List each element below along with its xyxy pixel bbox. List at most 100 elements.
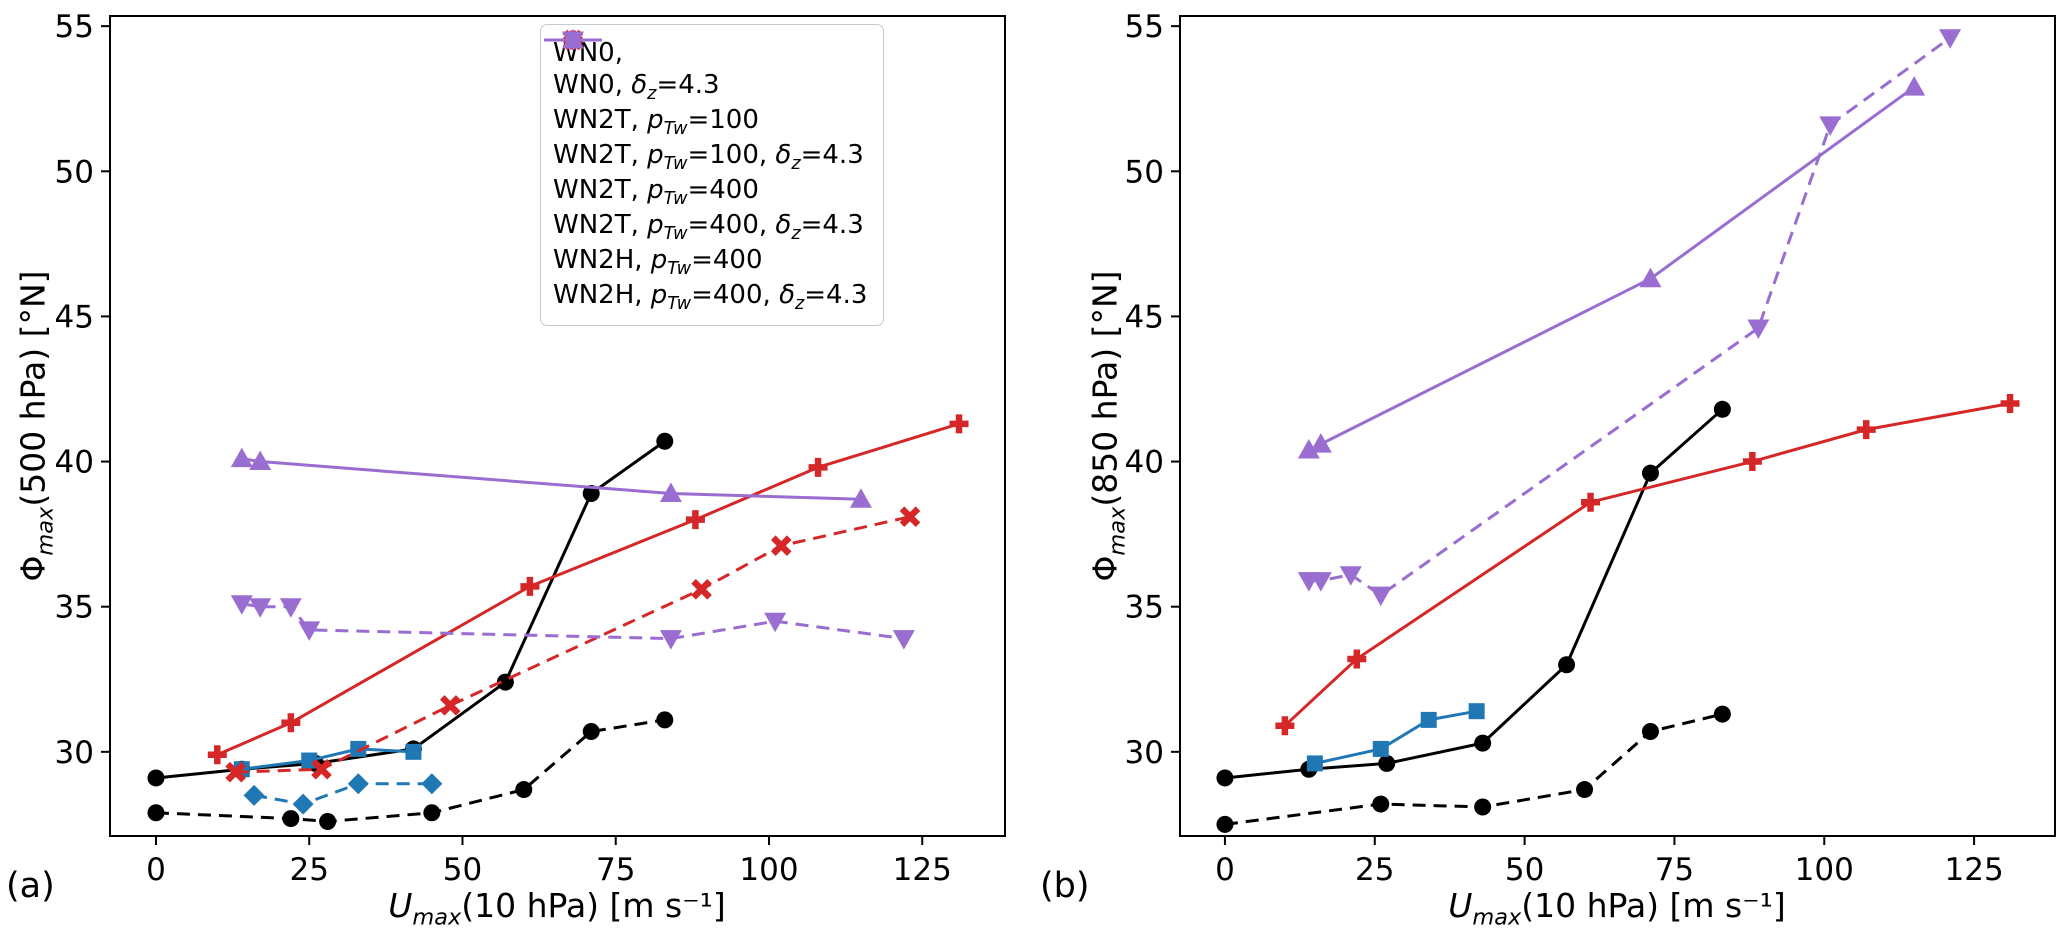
marker-circle (1641, 464, 1659, 482)
marker-circle (1641, 723, 1659, 741)
legend-label: WN2T, pTw=400 (553, 175, 759, 210)
y-tick-label: 40 (55, 445, 94, 481)
y-tick-label: 35 (1125, 590, 1164, 626)
series-line-wn2h400_dashed (241, 602, 905, 641)
legend-item: WN2T, pTw=400 (544, 30, 867, 210)
marker-triangle-down (230, 595, 253, 615)
x-tick-label: 125 (1945, 852, 2004, 888)
marker-triangle-up (659, 482, 682, 502)
y-tick-label: 35 (55, 590, 94, 626)
marker-triangle-down (562, 31, 584, 51)
marker-plus (685, 510, 705, 530)
legend-label: WN2T, pTw=400, δz=4.3 (553, 210, 864, 245)
panel-b: 0 25 50 75 100 125 30 35 40 45 50 55 Φmax(850 hPa) … (1034, 0, 2067, 947)
marker-triangle-down (1369, 586, 1392, 607)
legend-label: WN2T, pTw=100 (553, 105, 759, 140)
y-tick-label: 55 (55, 9, 94, 45)
legend: WN0, WN0, δz=4.3 WN2T, pTw=100 WN2T, pTw=10… (540, 24, 885, 326)
legend-sample-triangle-down-icon (544, 31, 602, 51)
marker-diamond (243, 784, 265, 806)
legend-item: WN2H, pTw=400, δz=4.3 (544, 31, 868, 315)
legend-label: WN2T, pTw=100, δz=4.3 (553, 140, 864, 175)
series-line-wn2t100_solid (1314, 709, 1477, 765)
y-tick-label: 50 (55, 154, 94, 190)
legend-label: WN0, δz=4.3 (553, 70, 720, 105)
marker-circle (656, 432, 674, 450)
marker-circle (1216, 815, 1234, 833)
panel-b-tag: (b) (1040, 866, 1090, 906)
plot-a: 0 25 50 75 100 125 30 35 40 45 50 55 (55, 9, 1006, 888)
marker-triangle-down (279, 598, 302, 618)
marker-x (899, 506, 921, 528)
panel-a-y-axis-label: Φmax(500 hPa) [°N] (13, 270, 59, 582)
marker-triangle-down (298, 621, 321, 641)
legend-item: WN2T, pTw=100, δz=4.3 (544, 29, 867, 175)
marker-diamond (292, 793, 314, 815)
marker-triangle-down (892, 630, 915, 650)
y-tick-label: 45 (55, 299, 94, 335)
x-tick-label: 0 (146, 852, 166, 888)
marker-circle (582, 484, 600, 502)
marker-diamond (347, 773, 369, 795)
marker-circle (656, 711, 674, 729)
marker-triangle-down (659, 630, 682, 650)
marker-plus (281, 713, 301, 733)
marker-circle (147, 804, 165, 822)
series-line-wn2t400_solid (216, 422, 960, 757)
x-tick-label: 0 (1215, 852, 1235, 888)
marker-x (225, 761, 246, 783)
legend-label: WN2H, pTw=400, δz=4.3 (553, 280, 868, 315)
x-tick-label: 25 (290, 852, 329, 888)
marker-plus (1275, 716, 1295, 736)
x-tick-label: 75 (596, 852, 635, 888)
marker-circle (1474, 734, 1492, 752)
marker-square (1306, 755, 1323, 772)
panel-a: 0 25 50 75 100 125 30 35 40 45 50 55 Φmax(500 hPa) … (0, 0, 1033, 947)
marker-circle (515, 781, 533, 799)
marker-circle (1378, 754, 1396, 772)
marker-triangle-up (1903, 76, 1926, 96)
y-tick-label: 30 (1125, 735, 1164, 771)
marker-triangle-up (849, 488, 872, 508)
y-tick-label: 45 (1125, 299, 1164, 335)
marker-circle (319, 812, 337, 830)
marker-square (1420, 711, 1437, 728)
marker-circle (1576, 781, 1594, 799)
x-tick-label: 75 (1655, 852, 1694, 888)
marker-circle (282, 810, 300, 828)
marker-diamond (421, 773, 443, 795)
marker-triangle-down (249, 598, 272, 618)
marker-square (1468, 703, 1485, 720)
legend-item: WN2T, pTw=100 (544, 32, 867, 140)
marker-triangle-down (1819, 116, 1842, 136)
x-tick-label: 50 (443, 852, 482, 888)
x-tick-label: 25 (1355, 852, 1394, 888)
marker-plus (1347, 649, 1367, 669)
marker-triangle-up (1297, 438, 1320, 459)
y-tick-label: 55 (1125, 9, 1164, 45)
marker-plus (2000, 394, 2020, 414)
series-line-wn2t400_dashed (235, 515, 911, 774)
y-tick-label: 50 (1125, 154, 1164, 190)
legend-item: WN2H, pTw=400 (544, 29, 867, 280)
marker-circle (582, 723, 600, 741)
x-tick-label: 50 (1505, 852, 1544, 888)
marker-triangle-up (1309, 433, 1332, 453)
marker-circle (1474, 798, 1492, 816)
marker-plus (949, 414, 969, 434)
marker-triangle-down (1939, 29, 1962, 49)
marker-plus (520, 576, 540, 596)
marker-plus (207, 745, 227, 765)
marker-x (311, 758, 332, 780)
axes-frame (1179, 15, 2056, 837)
y-tick-label: 40 (1125, 445, 1164, 481)
legend-item: WN2T, pTw=400, δz=4.3 (544, 29, 867, 245)
marker-circle (1372, 795, 1390, 813)
series-line-wn0_dashed (1224, 712, 1723, 826)
marker-circle (423, 804, 441, 822)
legend-label: WN2H, pTw=400 (553, 245, 763, 280)
marker-circle (1216, 769, 1234, 787)
marker-square (1372, 740, 1389, 757)
marker-triangle-down (764, 612, 787, 633)
